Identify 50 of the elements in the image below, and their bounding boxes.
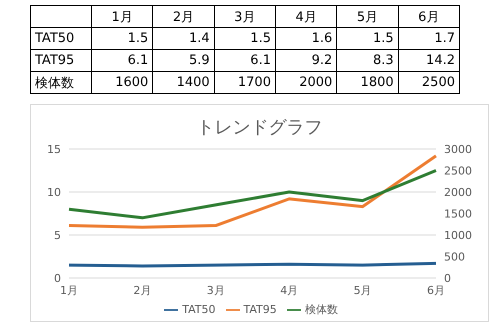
x-tick-label: 5月 xyxy=(354,284,372,297)
y-tick-label: 検体数 xyxy=(30,72,92,94)
data-label: 1400 xyxy=(152,72,214,94)
data-label: 6.1 xyxy=(214,50,276,72)
data-label: 1.5 xyxy=(92,28,153,50)
x-tick-label: 2月 xyxy=(152,6,214,28)
y-tick-label: 10 xyxy=(47,186,61,199)
y2-tick-label: 500 xyxy=(444,250,465,264)
y2-tick-label: 2500 xyxy=(444,164,472,178)
x-tick-label: 6月 xyxy=(427,284,445,297)
y2-tick-label: 1500 xyxy=(444,207,472,220)
data-label: 6.1 xyxy=(92,50,153,72)
x-tick-label: 4月 xyxy=(275,6,337,28)
data-label: 8.3 xyxy=(336,50,398,72)
x-tick-label: 3月 xyxy=(214,6,276,28)
y-tick-label: 5 xyxy=(54,228,61,242)
data-label: 1700 xyxy=(214,72,276,94)
legend-label: TAT95 xyxy=(244,303,277,316)
data-label: 1.5 xyxy=(214,28,276,50)
x-tick-label: 5月 xyxy=(336,6,398,28)
y-tick-label: 15 xyxy=(47,142,61,156)
data-label: 1.7 xyxy=(398,28,460,50)
data-label: 1800 xyxy=(336,72,398,94)
data-label: 1.4 xyxy=(152,28,214,50)
data-label: 2500 xyxy=(398,72,460,94)
data-label: 1.5 xyxy=(336,28,398,50)
data-label: 14.2 xyxy=(398,50,460,72)
line-series xyxy=(68,169,438,220)
data-label: 1.6 xyxy=(275,28,337,50)
y2-tick-label: 0 xyxy=(444,272,451,285)
x-tick-label: 4月 xyxy=(280,284,298,297)
y-tick-label: TAT50 xyxy=(30,28,92,50)
data-label: 9.2 xyxy=(275,50,337,72)
y-tick-label: 0 xyxy=(54,272,61,285)
data-label: 1600 xyxy=(92,72,153,94)
chart-title: トレンドグラフ xyxy=(196,116,324,140)
x-tick-label: 6月 xyxy=(398,6,460,28)
y-tick-label: TAT95 xyxy=(30,50,92,72)
data-label: 5.9 xyxy=(152,50,214,72)
x-tick-label: 2月 xyxy=(133,284,152,297)
data-label: 2000 xyxy=(275,72,337,94)
legend-label: 検体数 xyxy=(304,303,338,316)
y2-tick-label: 3000 xyxy=(444,142,472,156)
y2-tick-label: 1000 xyxy=(444,228,472,242)
x-tick-label: 1月 xyxy=(92,6,153,28)
x-tick-label: 1月 xyxy=(60,284,78,297)
legend-label: TAT50 xyxy=(182,303,216,316)
line-series xyxy=(68,154,438,229)
y2-tick-label: 2000 xyxy=(444,186,472,199)
x-tick-label: 3月 xyxy=(206,284,225,297)
